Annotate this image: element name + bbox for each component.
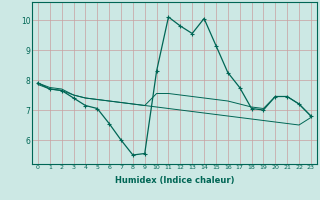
- X-axis label: Humidex (Indice chaleur): Humidex (Indice chaleur): [115, 176, 234, 185]
